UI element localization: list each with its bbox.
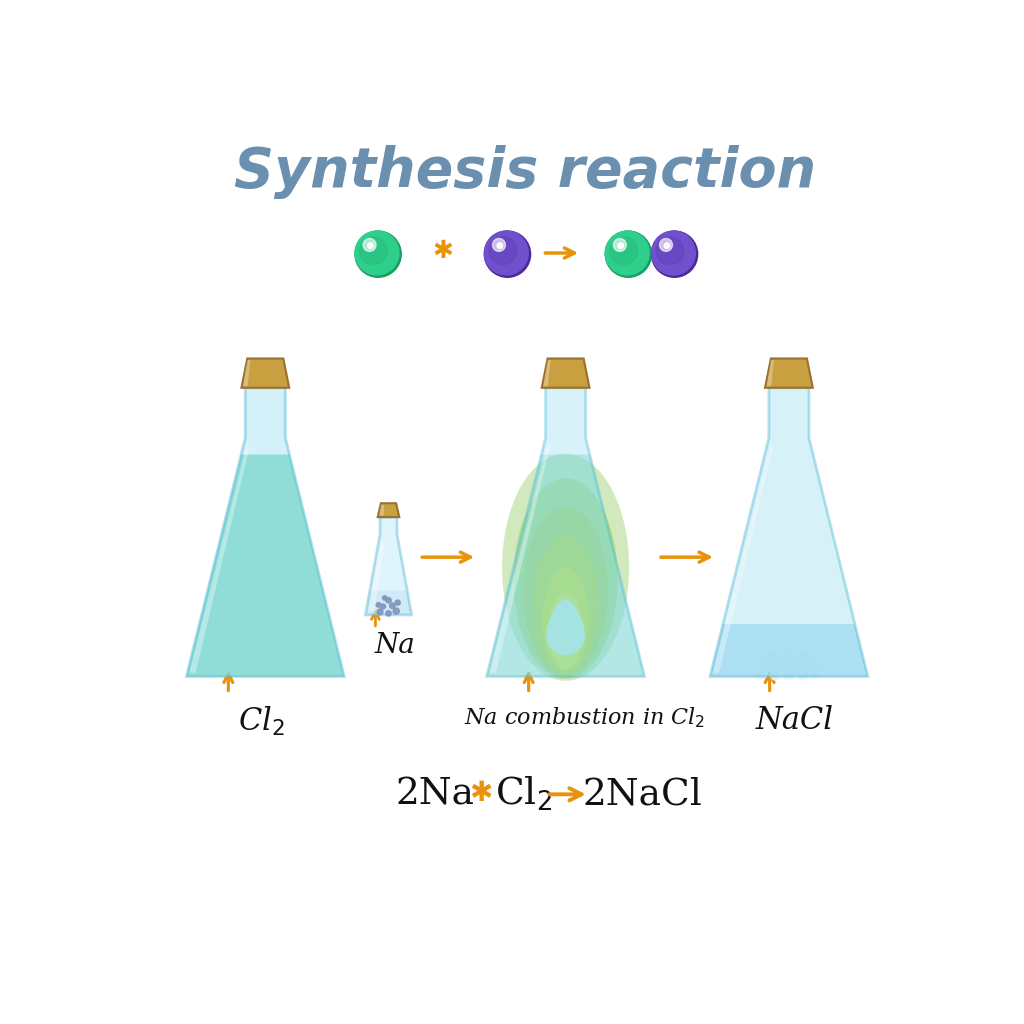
Circle shape xyxy=(810,668,820,678)
Polygon shape xyxy=(186,388,344,677)
Circle shape xyxy=(770,670,780,680)
Ellipse shape xyxy=(550,592,582,669)
Circle shape xyxy=(617,243,624,249)
Text: NaCl: NaCl xyxy=(756,705,835,736)
Text: 2Na: 2Na xyxy=(395,776,474,812)
Circle shape xyxy=(484,231,530,278)
Polygon shape xyxy=(486,455,644,677)
Text: Synthesis reaction: Synthesis reaction xyxy=(233,145,816,199)
Circle shape xyxy=(798,670,808,680)
Circle shape xyxy=(792,660,802,671)
Polygon shape xyxy=(710,624,867,677)
Text: ✱: ✱ xyxy=(432,240,453,263)
Polygon shape xyxy=(243,360,251,386)
Circle shape xyxy=(783,669,795,680)
Circle shape xyxy=(785,652,796,663)
Polygon shape xyxy=(186,455,344,677)
Ellipse shape xyxy=(514,478,617,679)
Text: 2NaCl: 2NaCl xyxy=(583,776,702,812)
Circle shape xyxy=(377,609,383,614)
Polygon shape xyxy=(710,388,867,677)
Polygon shape xyxy=(765,358,813,388)
Polygon shape xyxy=(242,358,289,388)
Text: Na combustion in Cl$_2$: Na combustion in Cl$_2$ xyxy=(464,705,706,729)
Circle shape xyxy=(395,600,400,605)
Circle shape xyxy=(651,231,697,278)
Text: Na: Na xyxy=(375,632,415,658)
Circle shape xyxy=(610,237,638,264)
Circle shape xyxy=(806,659,815,669)
Circle shape xyxy=(757,668,768,679)
Polygon shape xyxy=(379,505,384,515)
Circle shape xyxy=(381,604,386,609)
Polygon shape xyxy=(366,591,412,614)
Polygon shape xyxy=(542,358,590,388)
Ellipse shape xyxy=(523,507,608,676)
Circle shape xyxy=(665,243,670,249)
Circle shape xyxy=(493,239,506,252)
Polygon shape xyxy=(486,388,644,677)
Circle shape xyxy=(386,610,391,616)
Ellipse shape xyxy=(543,567,589,671)
Polygon shape xyxy=(369,542,385,611)
Text: ✱: ✱ xyxy=(469,779,493,807)
Circle shape xyxy=(484,231,528,275)
Circle shape xyxy=(775,660,786,672)
Text: Cl$_2$: Cl$_2$ xyxy=(238,705,285,738)
Circle shape xyxy=(368,243,374,249)
Circle shape xyxy=(359,237,387,264)
Circle shape xyxy=(355,231,401,278)
Polygon shape xyxy=(767,360,774,386)
Polygon shape xyxy=(189,445,250,673)
Polygon shape xyxy=(366,517,412,614)
Ellipse shape xyxy=(502,454,629,681)
Circle shape xyxy=(393,608,399,614)
Circle shape xyxy=(376,602,381,607)
Circle shape xyxy=(364,239,376,252)
Circle shape xyxy=(762,659,772,670)
Circle shape xyxy=(489,237,517,264)
Ellipse shape xyxy=(532,536,598,674)
Circle shape xyxy=(497,243,503,249)
Circle shape xyxy=(383,596,387,600)
Circle shape xyxy=(386,598,391,603)
Circle shape xyxy=(389,603,395,608)
Circle shape xyxy=(659,239,673,252)
Circle shape xyxy=(355,231,399,275)
Circle shape xyxy=(651,231,695,275)
Circle shape xyxy=(769,652,778,662)
Circle shape xyxy=(656,237,684,264)
Circle shape xyxy=(605,231,651,278)
Polygon shape xyxy=(713,445,773,673)
Circle shape xyxy=(613,239,627,252)
Circle shape xyxy=(605,231,649,275)
Polygon shape xyxy=(544,360,551,386)
Circle shape xyxy=(800,652,809,662)
Polygon shape xyxy=(378,503,399,517)
Polygon shape xyxy=(546,599,585,655)
Text: Cl$_2$: Cl$_2$ xyxy=(495,775,552,813)
Polygon shape xyxy=(489,445,550,673)
